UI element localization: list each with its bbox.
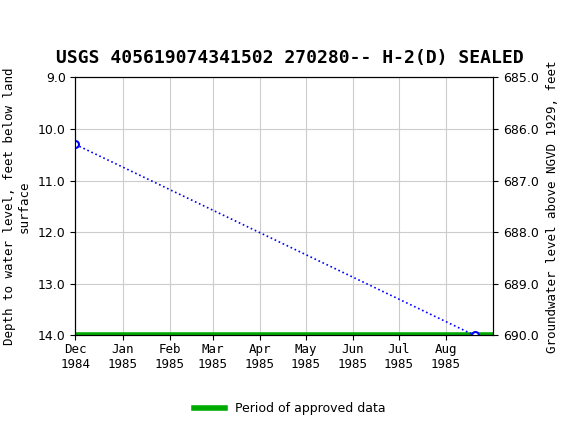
- Y-axis label: Depth to water level, feet below land
surface: Depth to water level, feet below land su…: [3, 68, 31, 345]
- Y-axis label: Groundwater level above NGVD 1929, feet: Groundwater level above NGVD 1929, feet: [546, 60, 559, 353]
- Text: ≡USGS: ≡USGS: [12, 16, 78, 36]
- Legend: Period of approved data: Period of approved data: [189, 397, 391, 420]
- Text: USGS 405619074341502 270280-- H-2(D) SEALED: USGS 405619074341502 270280-- H-2(D) SEA…: [56, 49, 524, 67]
